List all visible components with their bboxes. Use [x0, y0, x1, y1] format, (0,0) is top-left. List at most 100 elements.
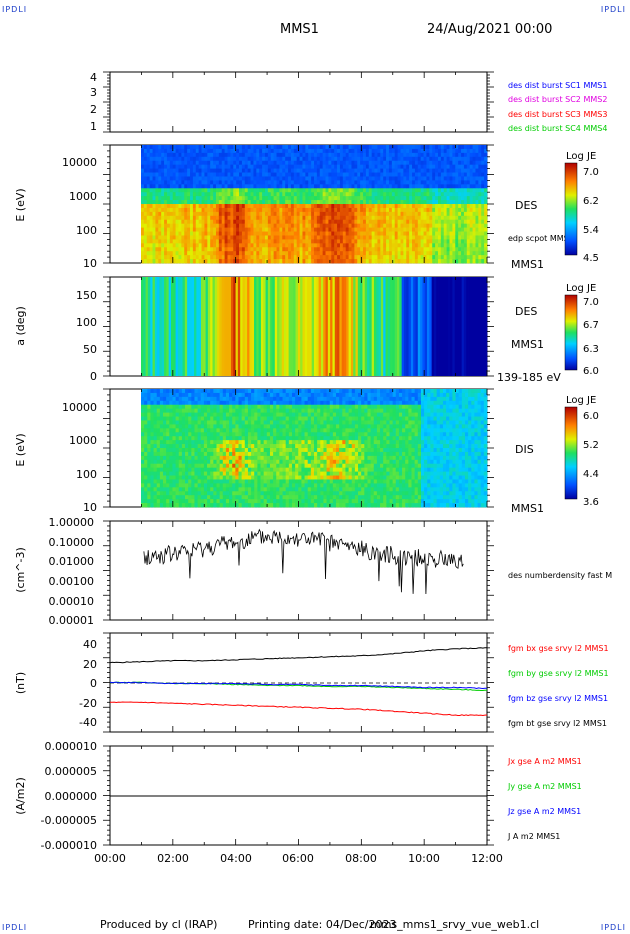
spec-cell	[232, 416, 236, 421]
spec-cell	[175, 255, 179, 260]
spec-cell	[475, 148, 479, 154]
spec-cell	[184, 184, 188, 189]
spec-cell	[201, 235, 205, 240]
spec-cell	[481, 231, 485, 236]
spec-cell	[259, 227, 263, 232]
spec-cell	[194, 404, 199, 410]
spec-cell	[394, 200, 399, 205]
spec-cell	[285, 196, 289, 201]
spec-cell	[406, 192, 410, 197]
spec-cell	[203, 467, 208, 472]
spec-cell	[253, 227, 257, 232]
spec-cell	[195, 211, 200, 217]
spec-cell	[279, 148, 283, 154]
spec-cell	[478, 145, 482, 150]
spec-cell	[207, 467, 211, 472]
spec-cell	[314, 152, 318, 158]
spec-cell	[254, 463, 258, 469]
spec-cell	[437, 231, 442, 236]
spec-cell	[360, 215, 364, 221]
spec-cell	[461, 152, 465, 158]
spec-cell	[260, 412, 265, 417]
spec-cell	[150, 444, 154, 449]
spec-cell	[172, 448, 176, 453]
spec-cell	[259, 259, 263, 264]
spec-cell	[475, 168, 479, 173]
spec-cell	[204, 235, 208, 240]
spec-column	[166, 277, 170, 376]
spec-cell	[225, 483, 230, 488]
spec-cell	[204, 152, 208, 158]
des-e-colorbar-title: Log JE	[566, 151, 596, 162]
spec-cell	[481, 239, 485, 244]
spec-cell	[334, 215, 338, 221]
spec-cell	[368, 176, 373, 181]
spec-cell	[351, 247, 355, 252]
spec-cell	[449, 231, 453, 236]
spec-cell	[241, 239, 246, 244]
spec-cell	[282, 235, 286, 240]
spec-cell	[484, 200, 488, 205]
spec-cell	[296, 156, 300, 162]
spec-cell	[360, 176, 364, 181]
spec-cell	[414, 251, 419, 256]
spec-cell	[224, 251, 228, 256]
spec-column	[323, 277, 326, 376]
spec-cell	[449, 172, 453, 177]
spec-cell	[169, 412, 173, 417]
spec-cell	[380, 255, 384, 260]
spec-cell	[437, 148, 442, 154]
spec-cell	[159, 444, 164, 449]
spec-cell	[432, 180, 436, 185]
spec-cell	[219, 467, 224, 472]
spec-cell	[273, 235, 277, 240]
spec-cell	[150, 424, 154, 429]
spec-cell	[257, 444, 261, 449]
spec-cell	[159, 503, 164, 508]
spec-cell	[207, 420, 211, 425]
spec-cell	[331, 180, 335, 185]
spec-cell	[190, 204, 194, 209]
spec-cell	[191, 455, 195, 461]
spec-cell	[463, 160, 468, 166]
spec-cell	[207, 211, 211, 217]
spec-cell	[210, 192, 214, 197]
spec-cell	[155, 184, 159, 189]
spec-cell	[371, 184, 375, 189]
spec-cell	[478, 251, 482, 256]
spec-cell	[235, 444, 239, 449]
spec-cell	[244, 223, 249, 228]
spec-cell	[409, 215, 413, 221]
spec-cell	[348, 200, 352, 205]
spec-cell	[158, 231, 162, 236]
spec-cell	[267, 247, 272, 252]
spec-cell	[440, 239, 445, 244]
spec-cell	[314, 251, 318, 256]
spec-cell	[412, 227, 416, 232]
spec-cell	[293, 219, 298, 225]
spec-cell	[247, 196, 251, 201]
spec-cell	[400, 168, 404, 173]
spec-cell	[181, 259, 185, 264]
spec-cell	[446, 156, 450, 162]
spec-cell	[348, 192, 352, 197]
spec-cell	[308, 243, 312, 248]
spec-cell	[215, 243, 220, 248]
spec-cell	[383, 211, 387, 217]
spec-cell	[141, 231, 145, 236]
spec-cell	[348, 164, 352, 169]
spec-cell	[256, 145, 260, 150]
spec-cell	[152, 243, 156, 248]
spec-cell	[166, 204, 171, 209]
spec-cell	[158, 196, 162, 201]
spec-cell	[181, 432, 186, 437]
spec-cell	[435, 164, 439, 169]
spec-cell	[215, 164, 220, 169]
spec-cell	[316, 211, 321, 217]
spec-cell	[178, 231, 182, 236]
spec-cell	[155, 196, 159, 201]
spec-cell	[257, 424, 261, 429]
spec-cell	[149, 211, 153, 217]
spec-cell	[216, 475, 221, 480]
spec-cell	[190, 145, 194, 150]
